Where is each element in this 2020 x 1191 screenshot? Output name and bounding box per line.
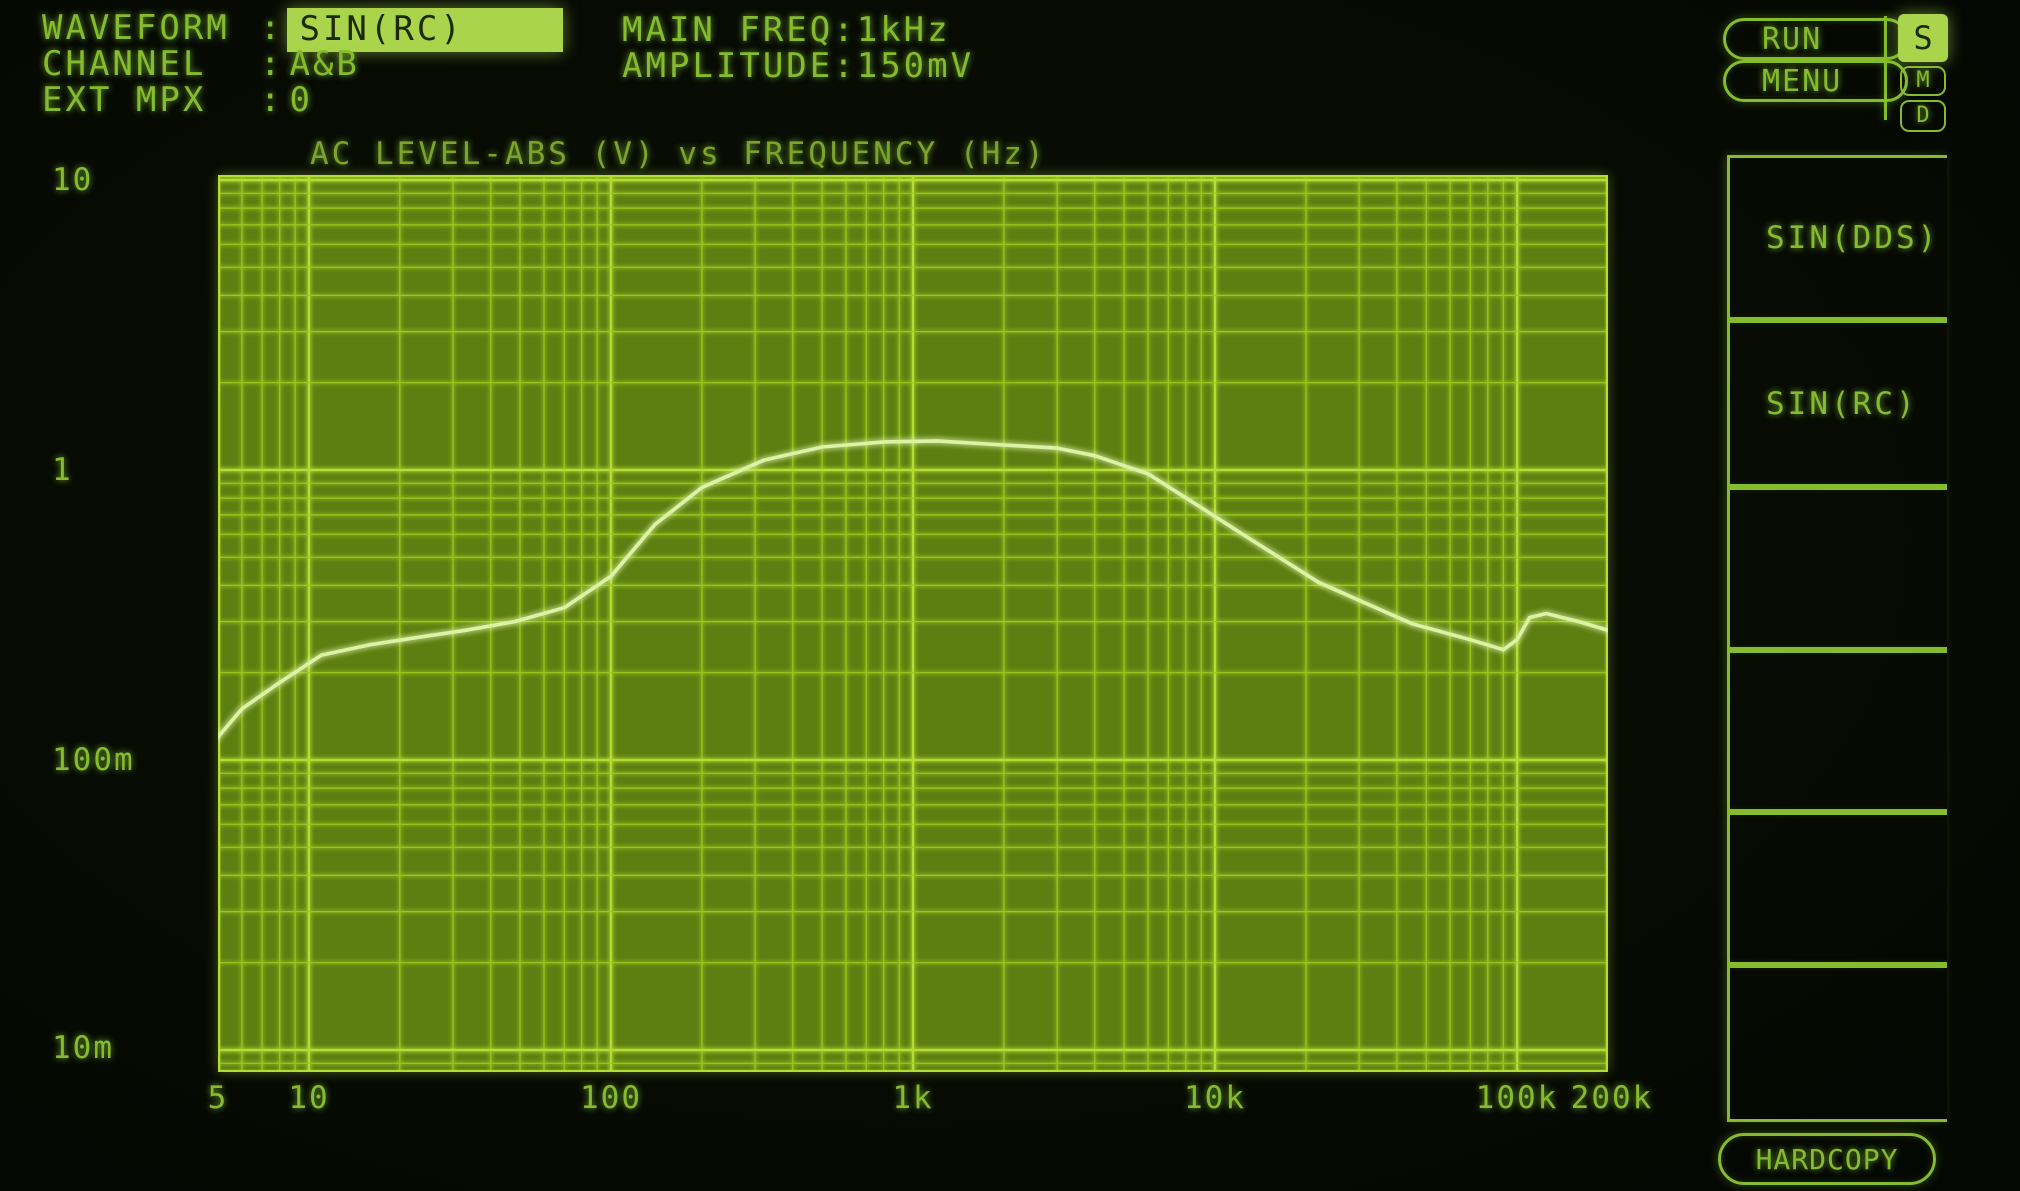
softkey-sin-rc[interactable]: SIN(RC) — [1727, 320, 1947, 487]
waveform-row: WAVEFORM : SIN(RC) — [42, 8, 564, 52]
channel-colon: : — [260, 44, 284, 84]
y-tick-label-10m: 10m — [52, 1030, 114, 1066]
x-tick-label-1k: 1k — [892, 1080, 934, 1116]
run-button[interactable]: RUN — [1723, 18, 1908, 60]
softkey-slot-3[interactable] — [1727, 487, 1947, 650]
hardcopy-button-label: HARDCOPY — [1755, 1142, 1899, 1176]
amplitude-label: AMPLITUDE — [622, 46, 834, 86]
frequency-response-plot — [218, 175, 1608, 1072]
waveform-colon: : — [260, 8, 284, 48]
x-tick-label-10: 10 — [288, 1080, 330, 1116]
ext-mpx-value[interactable]: 0 — [289, 80, 313, 120]
main-freq-row: MAIN FREQ : 1kHz — [622, 10, 951, 50]
main-freq-value[interactable]: 1kHz — [856, 10, 951, 50]
softkey-sin-rc-label: SIN(RC) — [1766, 385, 1918, 422]
y-tick-label-100m: 100m — [52, 742, 135, 778]
ext-mpx-row: EXT MPX : 0 — [42, 80, 313, 120]
channel-row: CHANNEL : A&B — [42, 44, 360, 84]
x-tick-label-5: 5 — [207, 1080, 229, 1116]
amplitude-value[interactable]: 150mV — [856, 46, 975, 86]
y-tick-label-1: 1 — [52, 452, 73, 488]
amplitude-colon: : — [833, 46, 857, 86]
chart-canvas — [218, 175, 1608, 1072]
hardcopy-button[interactable]: HARDCOPY — [1718, 1133, 1936, 1185]
status-indicator-d[interactable]: D — [1900, 100, 1946, 132]
ext-mpx-label: EXT MPX — [42, 80, 207, 120]
ext-mpx-colon: : — [260, 80, 284, 120]
status-indicator-m[interactable]: M — [1900, 66, 1946, 96]
indicator-separator — [1884, 16, 1887, 120]
x-tick-label-100k: 100k — [1475, 1080, 1559, 1116]
softkey-sin-dds[interactable]: SIN(DDS) — [1727, 155, 1947, 320]
main-freq-colon: : — [833, 10, 857, 50]
menu-button[interactable]: MENU — [1723, 60, 1908, 102]
status-indicator-single[interactable]: S — [1898, 14, 1948, 62]
y-tick-label-10: 10 — [52, 162, 94, 198]
run-button-label: RUN — [1762, 21, 1823, 57]
main-freq-label: MAIN FREQ — [622, 10, 834, 50]
softkey-sin-dds-label: SIN(DDS) — [1766, 219, 1940, 256]
channel-label: CHANNEL — [42, 44, 207, 84]
waveform-label: WAVEFORM — [42, 8, 230, 48]
channel-value[interactable]: A&B — [289, 44, 360, 84]
softkey-slot-5[interactable] — [1727, 812, 1947, 965]
softkey-slot-4[interactable] — [1727, 650, 1947, 812]
x-tick-label-10k: 10k — [1184, 1080, 1246, 1116]
x-tick-label-100: 100 — [580, 1080, 642, 1116]
amplitude-row: AMPLITUDE : 150mV — [622, 46, 974, 86]
waveform-value[interactable]: SIN(RC) — [287, 8, 564, 52]
chart-title: AC LEVEL-ABS (V) vs FREQUENCY (Hz) — [310, 136, 1047, 172]
menu-button-label: MENU — [1762, 63, 1843, 99]
softkey-slot-6[interactable] — [1727, 965, 1947, 1122]
x-tick-label-200k: 200k — [1570, 1080, 1654, 1116]
